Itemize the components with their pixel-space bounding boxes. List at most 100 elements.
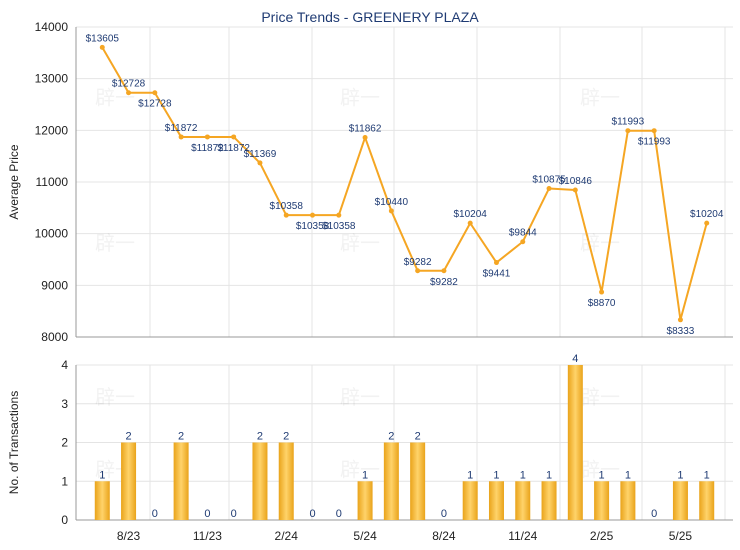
tx-y-axis-title: No. of Transactions: [7, 391, 21, 494]
transaction-bar-label: 1: [362, 469, 368, 481]
watermark: 辟一: [340, 458, 380, 482]
watermark: 辟一: [95, 385, 135, 409]
transaction-bar: [173, 442, 189, 520]
transaction-bar-label: 2: [125, 431, 131, 443]
tx-y-tick-label: 2: [61, 436, 68, 450]
transaction-bar-label: 0: [336, 508, 342, 520]
price-point: [152, 90, 158, 96]
tx-y-tick-label: 1: [61, 474, 68, 488]
price-point-label: $9282: [430, 277, 458, 288]
transaction-bar-label: 2: [178, 431, 184, 443]
price-point: [651, 128, 657, 134]
price-point-label: $10358: [296, 221, 330, 232]
tx-y-tick-label: 0: [61, 513, 68, 527]
price-series-line: [101, 46, 708, 321]
watermark: 辟一: [580, 458, 620, 482]
transaction-bar-label: 1: [99, 469, 105, 481]
price-y-tick-label: 8000: [41, 330, 68, 344]
price-point-label: $11862: [349, 123, 382, 134]
transaction-bar-label: 2: [388, 431, 394, 443]
price-point-label: $12728: [138, 99, 172, 110]
watermark: 辟一: [95, 86, 135, 110]
price-point: [441, 268, 447, 274]
transaction-bar-label: 0: [651, 508, 657, 520]
transaction-bar-label: 2: [415, 431, 421, 443]
transaction-bar: [278, 442, 294, 520]
price-point: [572, 187, 578, 193]
price-point-label: $11993: [638, 137, 671, 148]
watermark: 辟一: [340, 385, 380, 409]
transaction-bar: [672, 481, 688, 520]
transaction-bar: [94, 481, 110, 520]
transaction-bar-label: 1: [493, 469, 499, 481]
price-point-label: $10204: [454, 209, 488, 220]
price-point: [520, 239, 526, 245]
price-point-label: $10875: [532, 174, 566, 185]
transaction-bar-label: 0: [441, 508, 447, 520]
price-y-tick-label: 9000: [41, 278, 68, 292]
transaction-bar-label: 1: [467, 469, 473, 481]
transaction-bar: [383, 442, 399, 520]
price-point: [231, 134, 237, 140]
price-point: [257, 160, 263, 166]
price-point: [704, 220, 710, 226]
price-point-label: $8870: [588, 298, 616, 309]
price-point-label: $11872: [191, 143, 224, 154]
tx-y-tick-label: 4: [61, 358, 68, 372]
transaction-bar: [515, 481, 531, 520]
transaction-bar: [594, 481, 610, 520]
transaction-bar: [541, 481, 557, 520]
transaction-bar: [357, 481, 373, 520]
transaction-bar: [410, 442, 426, 520]
transaction-bar-label: 1: [677, 469, 683, 481]
x-tick-label: 5/25: [669, 529, 693, 543]
transaction-bar-label: 2: [257, 431, 263, 443]
x-tick-label: 2/24: [275, 529, 299, 543]
price-point-label: $11993: [612, 117, 645, 128]
transaction-bar-label: 1: [625, 469, 631, 481]
price-point-label: $10440: [375, 197, 409, 208]
price-point-label: $11872: [165, 123, 198, 134]
price-point: [467, 220, 473, 226]
price-point: [546, 185, 552, 191]
price-y-tick-label: 14000: [35, 20, 69, 34]
transaction-bar: [462, 481, 478, 520]
transaction-bar: [699, 481, 715, 520]
price-point: [493, 260, 499, 266]
price-point: [283, 212, 289, 218]
price-point: [415, 268, 421, 274]
transaction-bar-label: 4: [572, 353, 578, 365]
price-point: [126, 90, 132, 96]
transaction-bar: [252, 442, 268, 520]
price-y-tick-label: 13000: [35, 72, 69, 86]
price-point-label: $11369: [244, 149, 277, 160]
chart-title: Price Trends - GREENERY PLAZA: [261, 9, 479, 25]
price-point: [599, 289, 605, 295]
transaction-bar-label: 0: [231, 508, 237, 520]
transaction-bar-label: 1: [599, 469, 605, 481]
price-point-label: $10358: [322, 221, 356, 232]
price-y-tick-label: 12000: [35, 123, 69, 137]
watermark: 辟一: [580, 86, 620, 110]
price-point: [362, 134, 368, 140]
x-tick-label: 2/25: [590, 529, 614, 543]
x-tick-label: 11/23: [193, 529, 222, 543]
price-point-label: $8333: [667, 326, 695, 337]
price-y-axis-title: Average Price: [7, 144, 21, 219]
x-tick-label: 11/24: [508, 529, 537, 543]
price-y-tick-label: 11000: [36, 175, 69, 189]
watermark: 辟一: [95, 231, 135, 255]
price-point-label: $9441: [483, 269, 511, 280]
x-tick-label: 5/24: [353, 529, 377, 543]
transaction-bar: [620, 481, 636, 520]
price-point: [625, 128, 631, 134]
transaction-bar: [488, 481, 504, 520]
price-y-tick-label: 10000: [35, 227, 69, 241]
transaction-bar: [567, 365, 583, 520]
price-point-label: $12728: [112, 79, 146, 90]
price-point-label: $9844: [509, 228, 537, 239]
price-point-label: $13605: [86, 33, 120, 44]
x-tick-label: 8/23: [117, 529, 141, 543]
